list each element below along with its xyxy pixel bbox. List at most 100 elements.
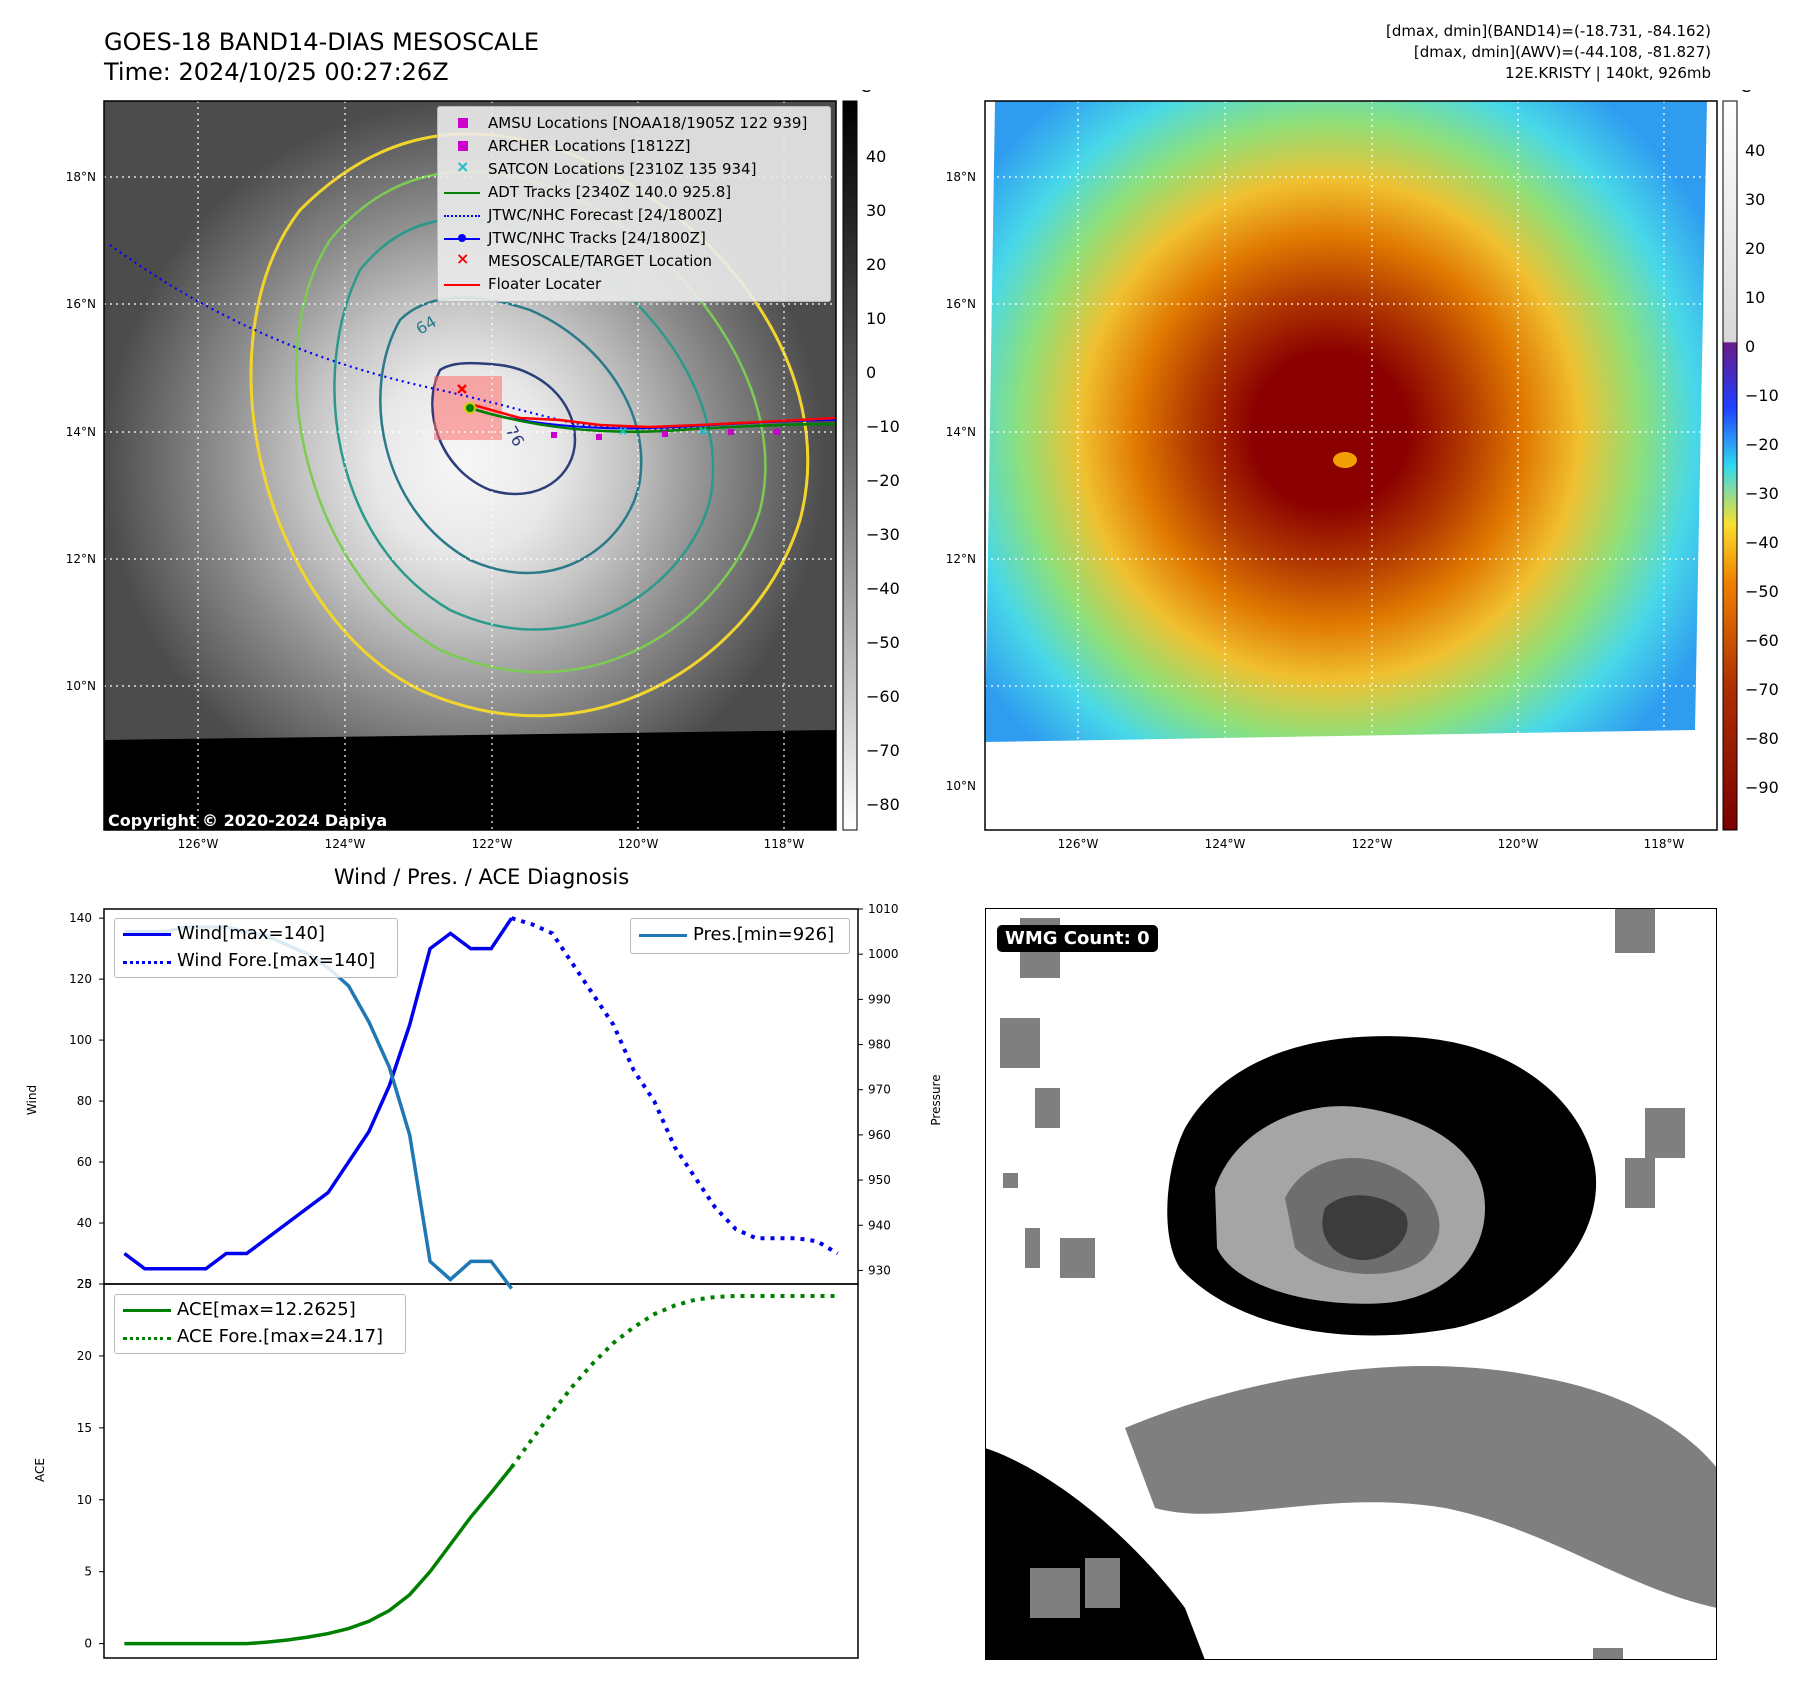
svg-text:−30: −30 (866, 525, 900, 544)
legend-label: ARCHER Locations [1812Z] (488, 137, 691, 155)
diagnosis-title: Wind / Pres. / ACE Diagnosis (333, 865, 630, 889)
ace-tick-label: 0 (84, 1637, 92, 1651)
svg-text:0: 0 (1745, 337, 1755, 356)
wind-forecast-legend-label: Wind Fore.[max=140] (177, 950, 376, 971)
legend-item: AMSU Locations [NOAA18/1905Z 122 939] (438, 113, 830, 135)
color-colorbar (1722, 100, 1738, 831)
adt-track (469, 406, 837, 433)
svg-text:−80: −80 (1745, 729, 1779, 748)
pressure-series-line (124, 925, 513, 1290)
pressure-legend-label: Pres.[min=926] (693, 924, 835, 945)
svg-text:12°N: 12°N (66, 552, 96, 566)
legend-marker-x: × (456, 249, 470, 268)
svg-text:−70: −70 (1745, 680, 1779, 699)
ace-tick-label: 20 (77, 1349, 92, 1363)
legend-item: × SATCON Locations [2310Z 135 934] (438, 157, 830, 181)
wmg-panel (985, 908, 1717, 1660)
ace-legend-swatch (123, 1309, 171, 1312)
svg-text:−50: −50 (866, 633, 900, 652)
svg-text:−20: −20 (866, 471, 900, 490)
wind-tick-label: 40 (77, 1216, 92, 1230)
svg-text:14°N: 14°N (66, 425, 96, 439)
svg-text:124°W: 124°W (1205, 837, 1246, 851)
legend-label: JTWC/NHC Tracks [24/1800Z] (488, 229, 706, 247)
svg-text:20: 20 (866, 255, 886, 274)
pressure-tick-label: 960 (868, 1128, 891, 1142)
pressure-tick-label: 950 (868, 1173, 891, 1187)
wind-axis-label: Wind (25, 1085, 39, 1115)
legend-item: JTWC/NHC Forecast [24/1800Z] (438, 205, 830, 227)
ace-tick-label: 10 (77, 1493, 92, 1507)
color-map-lon-labels: 126°W 124°W 122°W 120°W 118°W (1058, 837, 1685, 851)
legend-marker-square (458, 141, 468, 151)
ace-tick-label: 15 (77, 1421, 92, 1435)
svg-text:−30: −30 (1745, 484, 1779, 503)
svg-text:30: 30 (1745, 190, 1765, 209)
svg-text:0: 0 (866, 363, 876, 382)
legend-marker-dotline (444, 234, 480, 242)
color-map-panel: 18°N 16°N 14°N 12°N 10°N 126°W 124°W 122… (946, 90, 1779, 851)
svg-text:10°N: 10°N (66, 679, 96, 693)
svg-text:16°N: 16°N (946, 297, 976, 311)
svg-text:16°N: 16°N (66, 297, 96, 311)
copyright-text: Copyright © 2020-2024 Dapiya (108, 811, 388, 830)
ace-axes (103, 1283, 859, 1659)
wind-tick-label: 140 (69, 911, 92, 925)
svg-text:40: 40 (1745, 141, 1765, 160)
legend-item: ADT Tracks [2340Z 140.0 925.8] (438, 182, 830, 204)
svg-text:−60: −60 (1745, 631, 1779, 650)
svg-text:120°W: 120°W (1498, 837, 1539, 851)
pressure-axis-label: Pressure (929, 1074, 943, 1125)
wind-legend: Wind[max=140] Wind Fore.[max=140] (114, 918, 398, 978)
wind-tick-label: 20 (77, 1277, 92, 1291)
legend-marker-x: × (456, 157, 470, 176)
svg-text:12°N: 12°N (946, 552, 976, 566)
legend-label: AMSU Locations [NOAA18/1905Z 122 939] (488, 114, 808, 132)
svg-text:126°W: 126°W (178, 837, 219, 851)
ir-map-frame (103, 100, 837, 831)
storm-center-marker (464, 402, 476, 414)
ace-legend: ACE[max=12.2625] ACE Fore.[max=24.17] (114, 1294, 406, 1354)
svg-text:−20: −20 (1745, 435, 1779, 454)
ace-tick-label: 25 (77, 1277, 92, 1291)
wind-forecast-legend-swatch (123, 961, 171, 964)
color-map-frame (984, 100, 1718, 831)
wind-series-line (123, 917, 514, 1271)
wind-legend-label: Wind[max=140] (177, 923, 325, 944)
wind-legend-swatch (123, 933, 171, 936)
svg-text:126°W: 126°W (1058, 837, 1099, 851)
pressure-legend: Pres.[min=926] (630, 918, 850, 954)
gray-colorbar-ticks: 40 30 20 10 0 −10 −20 −30 −40 −50 −60 −7… (866, 147, 900, 814)
band14-range-text: [dmax, dmin](BAND14)=(-18.731, -84.162) (1386, 22, 1711, 40)
awv-range-text: [dmax, dmin](AWV)=(-44.108, -81.827) (1413, 43, 1711, 61)
gray-colorbar-unit: °C (852, 90, 871, 96)
wmg-eye (1322, 1195, 1408, 1260)
svg-text:18°N: 18°N (66, 170, 96, 184)
ace-forecast-series-line (509, 1293, 838, 1469)
wmg-count-badge: WMG Count: 0 (997, 925, 1158, 952)
legend-item: × MESOSCALE/TARGET Location (438, 249, 830, 273)
svg-text:118°W: 118°W (1644, 837, 1685, 851)
color-colorbar-ticks: 40 30 20 10 0 −10 −20 −30 −40 −50 −60 −7… (1745, 141, 1779, 797)
pressure-tick-label: 940 (868, 1218, 891, 1232)
svg-text:−10: −10 (1745, 386, 1779, 405)
pressure-tick-label: 1000 (868, 947, 899, 961)
svg-text:−50: −50 (1745, 582, 1779, 601)
svg-text:122°W: 122°W (472, 837, 513, 851)
color-map-gridlines (985, 101, 1717, 830)
svg-text:118°W: 118°W (764, 837, 805, 851)
legend-item: Floater Locater (438, 274, 830, 296)
pressure-tick-label: 970 (868, 1083, 891, 1097)
svg-text:124°W: 124°W (325, 837, 366, 851)
map-legend: AMSU Locations [NOAA18/1905Z 122 939] ARC… (437, 106, 831, 302)
svg-text:−60: −60 (866, 687, 900, 706)
legend-label: ADT Tracks [2340Z 140.0 925.8] (488, 183, 732, 201)
diagnosis-chart: Wind Pressure ACE 2040608010012014093094… (25, 902, 943, 1659)
wind-tick-label: 60 (77, 1155, 92, 1169)
wind-forecast-series-line (510, 916, 839, 1256)
pressure-tick-label: 1010 (868, 902, 899, 916)
ir-map-lat-labels: 18°N 16°N 14°N 12°N 10°N (66, 170, 96, 693)
pressure-legend-swatch (639, 934, 687, 937)
svg-text:18°N: 18°N (946, 170, 976, 184)
svg-text:10: 10 (866, 309, 886, 328)
